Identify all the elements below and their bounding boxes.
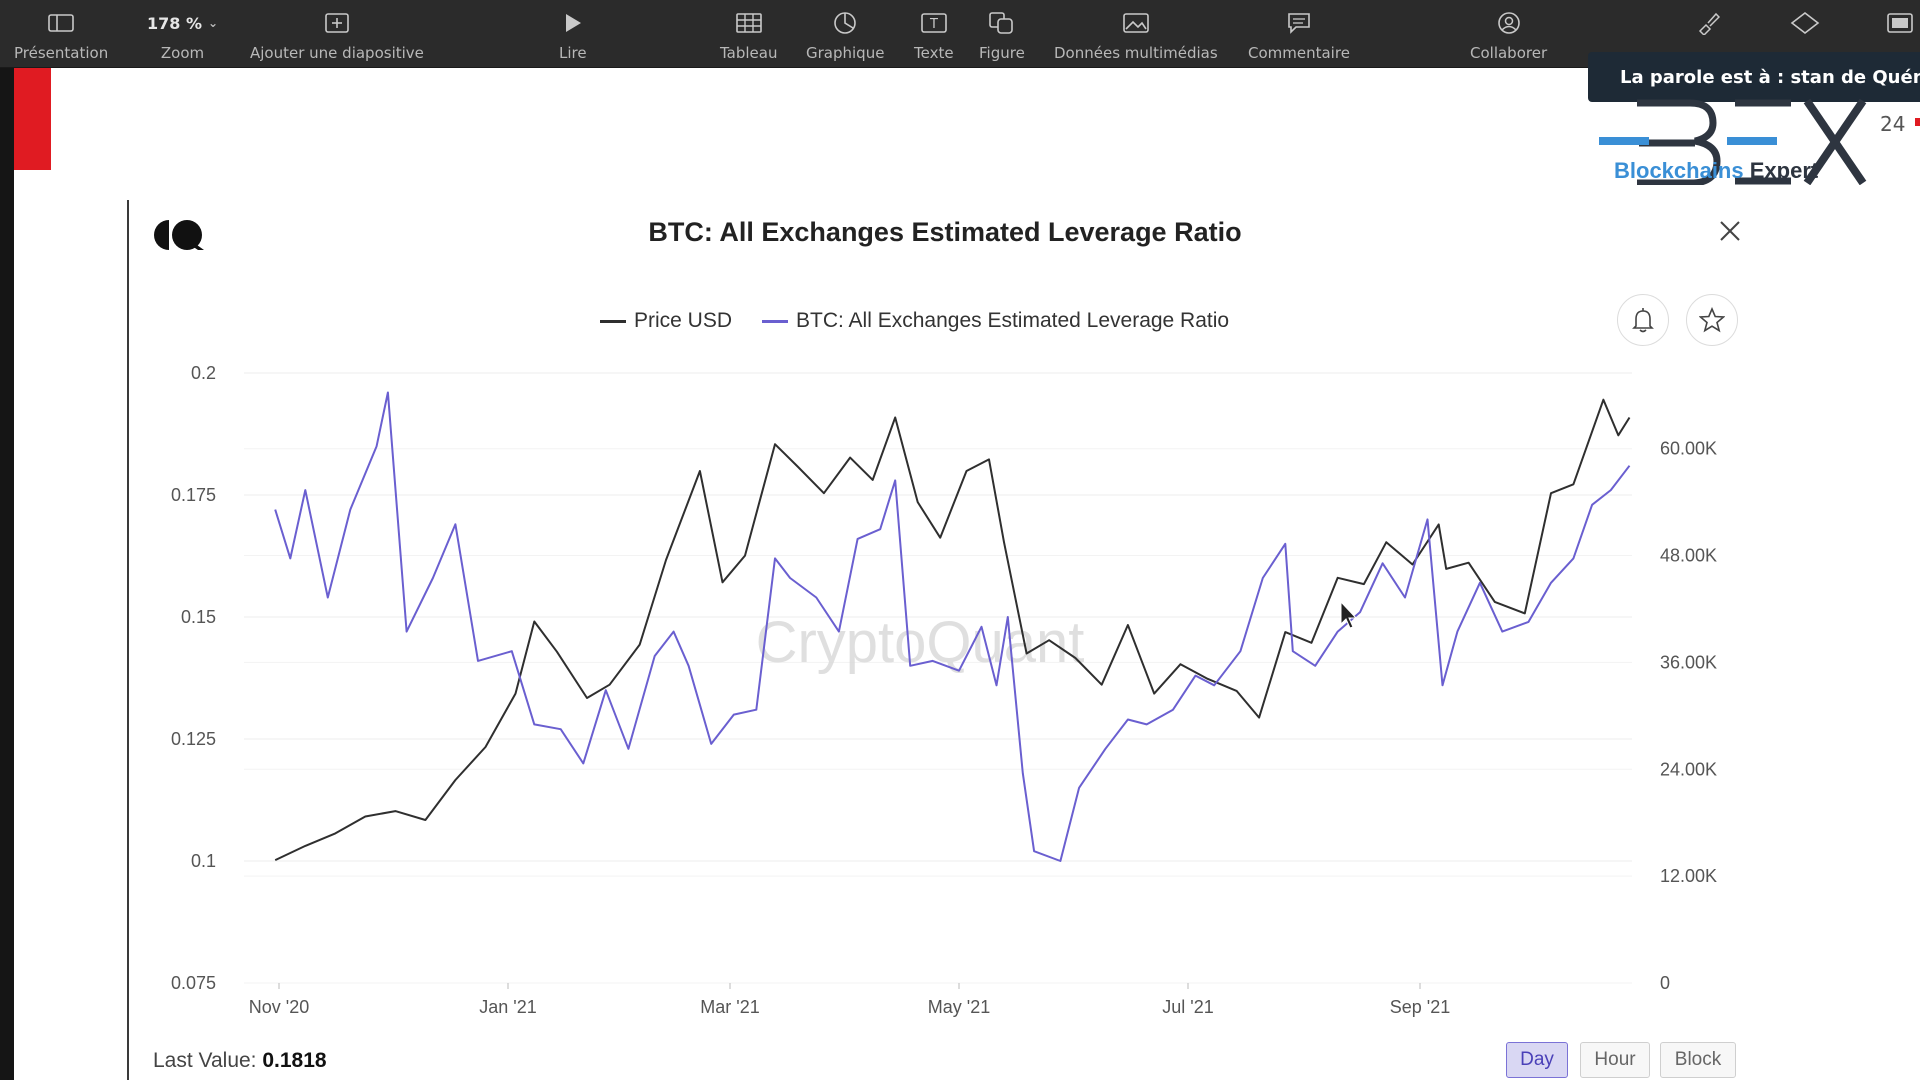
x-tick-label: May '21	[928, 997, 990, 1017]
paintbrush-icon	[1696, 10, 1720, 36]
y-left-tick-label: 0.1	[191, 851, 216, 871]
media-icon	[1123, 10, 1149, 36]
app-toolbar: Présentation 178 % ⌄ Zoom Ajouter une dia…	[0, 0, 1920, 68]
chart-legend: Price USD BTC: All Exchanges Estimated L…	[600, 309, 1229, 333]
chevron-down-icon: ⌄	[208, 16, 219, 30]
last-value-label: Last Value:	[153, 1049, 257, 1072]
zoom-value: 178 %	[147, 13, 202, 33]
bex-logo	[1599, 98, 1867, 185]
legend-label-leverage-ratio: BTC: All Exchanges Estimated Leverage Ra…	[796, 309, 1230, 332]
toolbar-add-slide-button[interactable]: Ajouter une diapositive	[250, 10, 424, 62]
x-tick-label: Jul '21	[1162, 997, 1213, 1017]
toolbar-animate-button[interactable]	[1790, 10, 1820, 36]
add-slide-icon	[325, 10, 349, 36]
close-icon	[1720, 221, 1740, 241]
toolbar-play-button[interactable]: Lire	[559, 10, 587, 62]
y-right-tick-label: 0	[1660, 973, 1670, 993]
y-right-tick-label: 12.00K	[1660, 866, 1717, 886]
sidebar-icon	[48, 10, 74, 36]
y-left-tick-label: 0.15	[181, 607, 216, 627]
toolbar-zoom-label: Zoom	[160, 44, 205, 62]
text-icon: T	[920, 10, 947, 36]
toolbar-format-button[interactable]	[1696, 10, 1720, 36]
chart-title: BTC: All Exchanges Estimated Leverage Ra…	[648, 217, 1242, 247]
alert-button[interactable]	[1617, 294, 1669, 346]
interval-hour-button[interactable]: Hour	[1580, 1042, 1650, 1078]
comment-icon	[1287, 10, 1311, 36]
interval-block-button[interactable]: Block	[1660, 1042, 1736, 1078]
chart-icon	[833, 10, 857, 36]
toolbar-document-button[interactable]	[1887, 10, 1913, 36]
legend-item-price[interactable]: Price USD	[600, 309, 732, 333]
toolbar-text-button[interactable]: T Texte	[914, 10, 954, 62]
bell-icon	[1632, 308, 1654, 333]
close-button[interactable]	[1713, 214, 1747, 248]
legend-swatch-leverage-ratio	[762, 319, 789, 323]
toolbar-collaborate-label: Collaborer	[1470, 44, 1548, 62]
toolbar-comment-label: Commentaire	[1248, 44, 1350, 62]
zoom-dropdown[interactable]: 178 % ⌄	[147, 10, 218, 36]
y-right-tick-label: 36.00K	[1660, 652, 1717, 672]
slide-number: 24	[1880, 112, 1906, 136]
star-icon	[1699, 307, 1725, 333]
collaborate-icon	[1496, 10, 1522, 36]
toolbar-shape-button[interactable]: Figure	[979, 10, 1025, 62]
toolbar-media-button[interactable]: Données multimédias	[1054, 10, 1218, 62]
slide-number-marker	[1915, 118, 1920, 126]
speaker-banner: La parole est à : stan de Quéneta	[1588, 52, 1920, 102]
toolbar-presentation-button[interactable]: Présentation	[14, 10, 108, 62]
y-left-tick-label: 0.125	[171, 729, 216, 749]
series-price-line	[274, 398, 1631, 862]
y-left-tick-label: 0.175	[171, 485, 216, 505]
slide-navigator-edge	[0, 68, 14, 1080]
y-right-tick-label: 48.00K	[1660, 546, 1717, 566]
favorite-button[interactable]	[1686, 294, 1738, 346]
y-left-tick-label: 0.075	[171, 973, 216, 993]
bex-tagline-expert: Expert	[1749, 158, 1819, 183]
legend-swatch-price	[600, 319, 626, 323]
chart-watermark: CryptoQuant	[756, 610, 1085, 675]
y-right-tick-label: 24.00K	[1660, 759, 1717, 779]
x-tick-label: Jan '21	[479, 997, 536, 1017]
document-panel-icon	[1887, 10, 1913, 36]
y-right-tick-label: 60.00K	[1660, 439, 1717, 459]
toolbar-play-label: Lire	[559, 44, 587, 62]
animate-diamond-icon	[1790, 10, 1820, 36]
y-left-tick-label: 0.2	[191, 363, 216, 383]
series-leverage-ratio-line	[274, 391, 1631, 862]
legend-label-price: Price USD	[634, 309, 733, 332]
toolbar-collaborate-button[interactable]: Collaborer	[1470, 10, 1547, 62]
play-icon	[564, 10, 582, 36]
toolbar-zoom-button[interactable]: 178 % ⌄ Zoom	[147, 10, 218, 63]
last-value: Last Value: 0.1818	[153, 1049, 327, 1073]
cryptoquant-logo	[154, 220, 204, 250]
interval-day-button[interactable]: Day	[1506, 1042, 1568, 1078]
x-tick-label: Mar '21	[700, 997, 759, 1017]
toolbar-table-label: Tableau	[720, 44, 778, 62]
x-tick-label: Nov '20	[249, 997, 309, 1017]
toolbar-media-label: Données multimédias	[1054, 44, 1218, 62]
toolbar-text-label: Texte	[914, 44, 954, 62]
bex-tagline-blockchains: Blockchains	[1614, 158, 1744, 183]
toolbar-add-slide-label: Ajouter une diapositive	[250, 44, 424, 62]
chart-plot-area[interactable]: 0.2 0.175 0.15 0.125 0.1 0.075 60.00K 48.00K 36.…	[0, 0, 1920, 1040]
legend-item-leverage-ratio[interactable]: BTC: All Exchanges Estimated Leverage Ra…	[762, 309, 1229, 333]
toolbar-chart-label: Graphique	[806, 44, 885, 62]
svg-text:T: T	[929, 17, 938, 32]
x-tick-label: Sep '21	[1390, 997, 1451, 1017]
last-value-number: 0.1818	[262, 1049, 327, 1072]
toolbar-presentation-label: Présentation	[14, 44, 109, 62]
toolbar-table-button[interactable]: Tableau	[720, 10, 778, 62]
table-icon	[735, 10, 762, 36]
slide-accent-bar	[14, 68, 51, 170]
toolbar-chart-button[interactable]: Graphique	[806, 10, 884, 62]
toolbar-comment-button[interactable]: Commentaire	[1248, 10, 1350, 62]
shape-icon	[989, 10, 1015, 36]
bex-tagline: Blockchains Expert	[1614, 158, 1818, 184]
mouse-cursor	[1340, 600, 1358, 629]
toolbar-shape-label: Figure	[979, 44, 1025, 62]
